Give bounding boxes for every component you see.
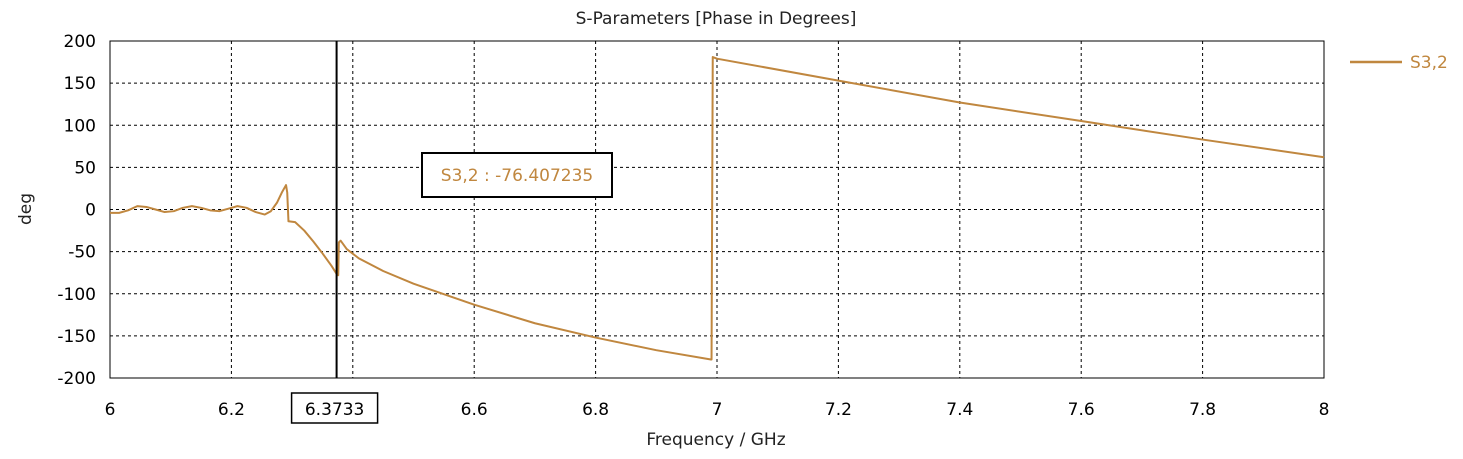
x-tick-label: 7.8 (1189, 400, 1216, 420)
x-tick-label: 6.2 (218, 400, 245, 420)
marker-readout-box (421, 152, 613, 198)
chart-title: S-Parameters [Phase in Degrees] (576, 9, 857, 29)
x-tick-label: 6 (105, 400, 116, 420)
marker-x-label: 6.3733 (305, 400, 364, 420)
x-axis-title: Frequency / GHz (646, 430, 785, 450)
y-tick-label: -150 (57, 327, 96, 347)
x-tick-label: 7.2 (825, 400, 852, 420)
y-tick-label: 50 (74, 158, 96, 178)
y-tick-label: -200 (57, 369, 96, 389)
y-tick-label: 100 (64, 116, 96, 136)
marker-readout-text: S3,2 : -76.407235 (441, 166, 593, 186)
x-tick-label: 6.6 (461, 400, 488, 420)
y-tick-label: -50 (68, 243, 96, 263)
x-tick-label: 8 (1319, 400, 1330, 420)
series-line-s32 (110, 56, 1325, 361)
y-tick-label: 200 (64, 32, 96, 52)
y-tick-label: -100 (57, 285, 96, 305)
legend-label: S3,2 (1410, 53, 1448, 73)
legend: S3,2 (1350, 53, 1448, 73)
x-tick-label: 7.6 (1068, 400, 1095, 420)
marker-x-label-box (290, 392, 379, 424)
x-tick-label: 7.4 (946, 400, 973, 420)
x-tick-label: 6.8 (582, 400, 609, 420)
y-tick-label: 0 (85, 201, 96, 221)
y-tick-label: 150 (64, 74, 96, 94)
x-tick-label: 7 (712, 400, 723, 420)
y-axis-title: deg (16, 193, 36, 225)
